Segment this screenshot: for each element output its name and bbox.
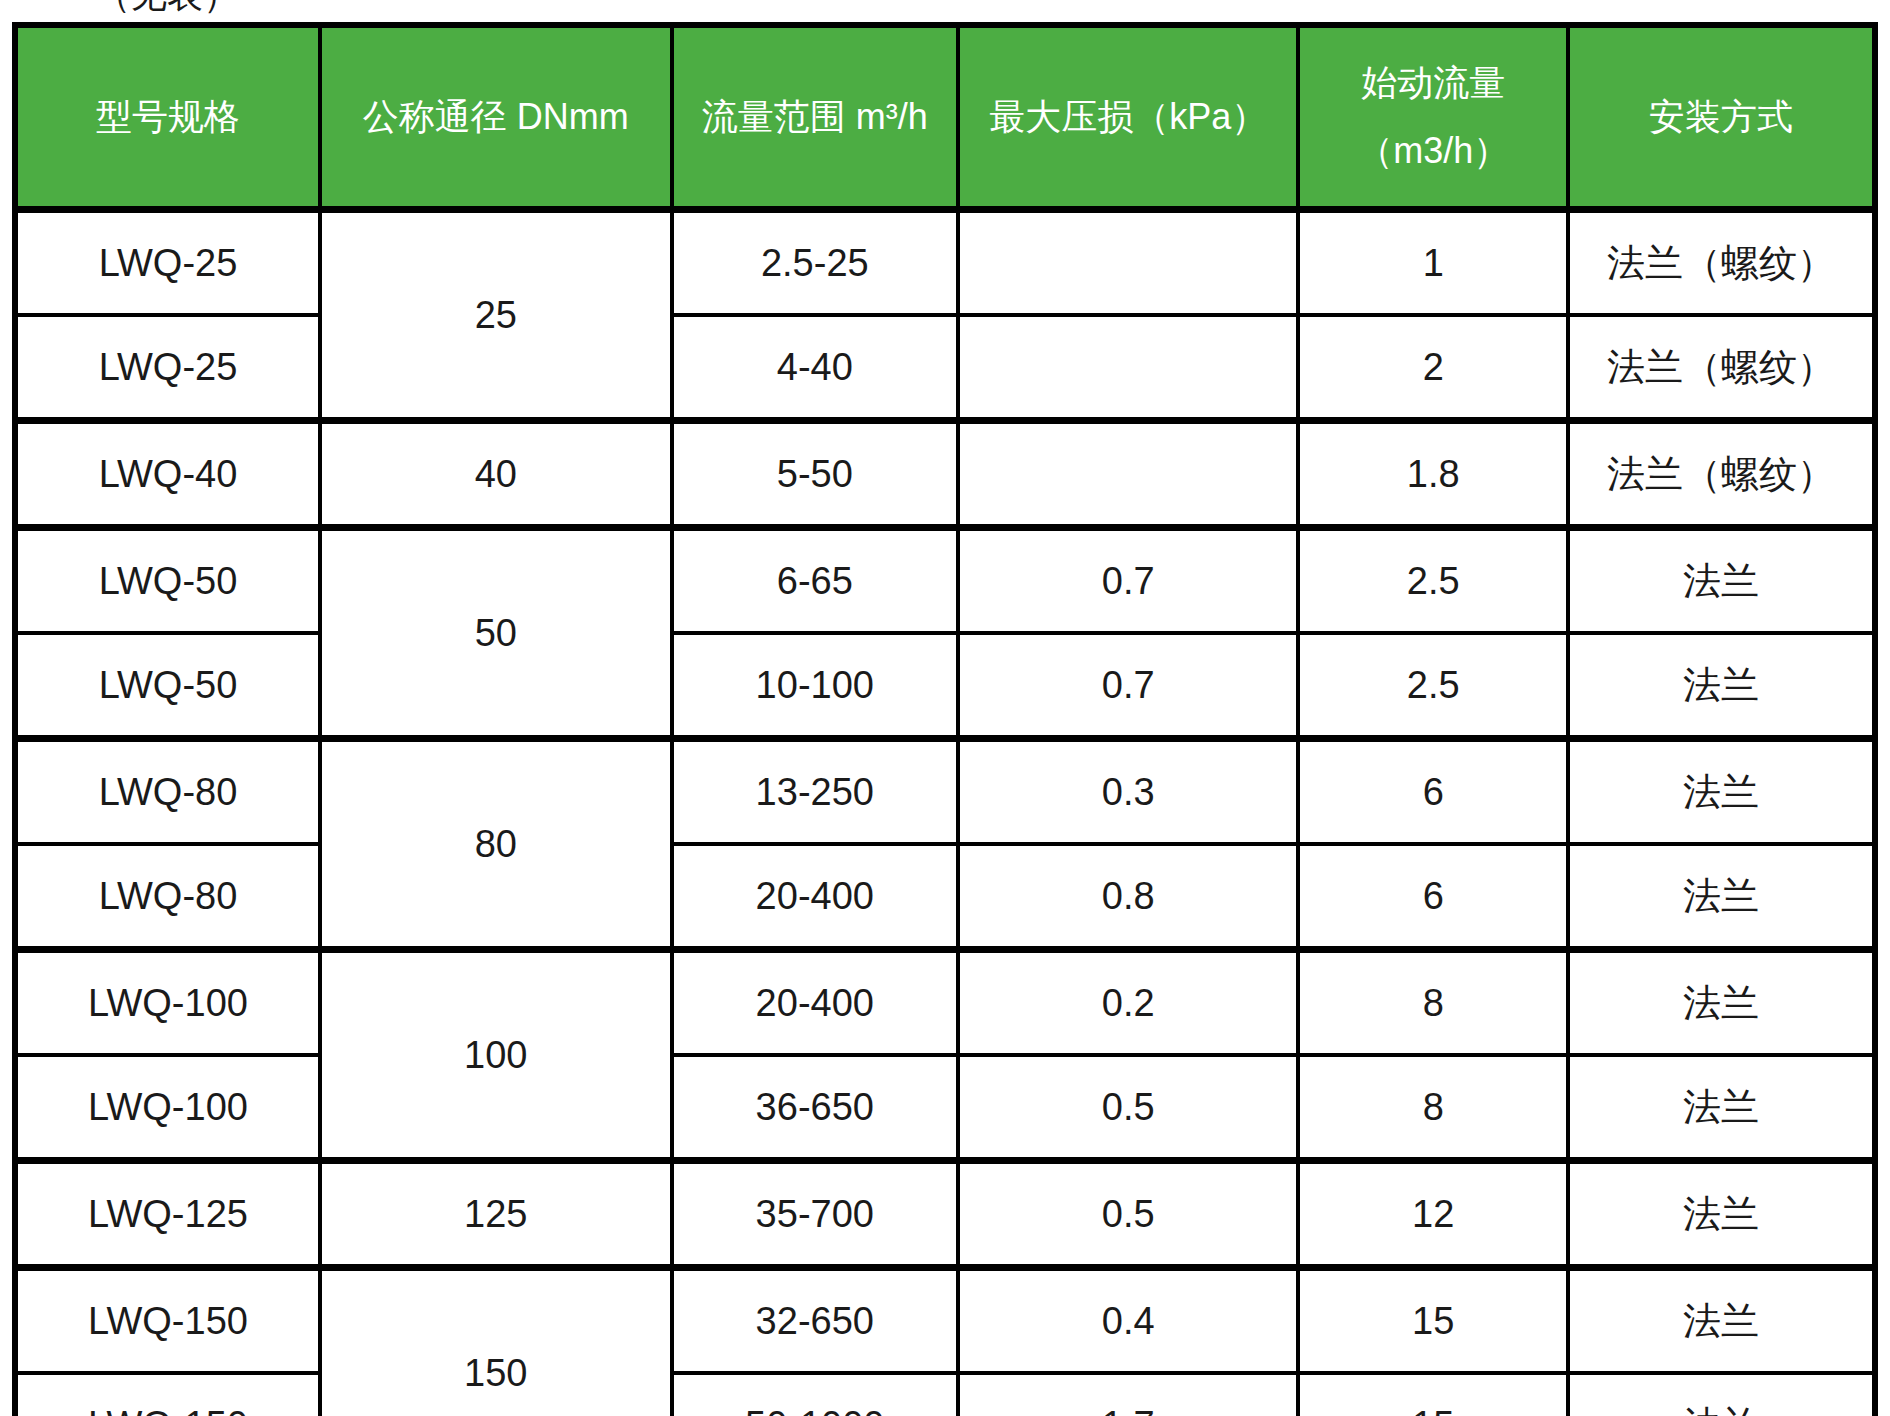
cell-install: 法兰 (1568, 1161, 1875, 1268)
cell-max-pressure-loss: 0.8 (958, 844, 1298, 950)
cell-dn: 40 (320, 421, 672, 528)
cell-dn: 25 (320, 210, 672, 421)
cell-dn: 150 (320, 1268, 672, 1416)
cell-max-pressure-loss (958, 315, 1298, 421)
cell-start-flow: 2.5 (1298, 528, 1568, 634)
cell-model: LWQ-25 (15, 315, 320, 421)
page: （见表） 型号规格 公称通径 DNmm 流量范围 m³/h 最大压损（kPa） … (0, 0, 1890, 1416)
table-row: LWQ-150 50-1000 1.7 15 法兰 (15, 1373, 1875, 1416)
table-row: LWQ-25 4-40 2 法兰（螺纹） (15, 315, 1875, 421)
cell-install: 法兰 (1568, 1055, 1875, 1161)
cell-start-flow: 1.8 (1298, 421, 1568, 528)
cell-start-flow: 6 (1298, 844, 1568, 950)
table-row: LWQ-80 20-400 0.8 6 法兰 (15, 844, 1875, 950)
cell-max-pressure-loss: 0.2 (958, 950, 1298, 1056)
cell-install: 法兰（螺纹） (1568, 210, 1875, 316)
table-row: LWQ-100 36-650 0.5 8 法兰 (15, 1055, 1875, 1161)
cell-flow-range: 6-65 (672, 528, 958, 634)
cell-start-flow: 2.5 (1298, 633, 1568, 739)
cell-max-pressure-loss (958, 421, 1298, 528)
table-row: LWQ-80 80 13-250 0.3 6 法兰 (15, 739, 1875, 845)
cell-start-flow: 15 (1298, 1373, 1568, 1416)
cell-start-flow: 1 (1298, 210, 1568, 316)
cell-dn: 125 (320, 1161, 672, 1268)
cell-flow-range: 13-250 (672, 739, 958, 845)
table-row: LWQ-100 100 20-400 0.2 8 法兰 (15, 950, 1875, 1056)
cell-dn: 100 (320, 950, 672, 1161)
cell-flow-range: 32-650 (672, 1268, 958, 1374)
header-start-flow-line1: 始动流量 (1300, 65, 1566, 101)
cell-start-flow: 8 (1298, 950, 1568, 1056)
header-start-flow-line2: （m3/h） (1300, 133, 1566, 169)
table-row: LWQ-125 125 35-700 0.5 12 法兰 (15, 1161, 1875, 1268)
cell-start-flow: 8 (1298, 1055, 1568, 1161)
cell-model: LWQ-150 (15, 1373, 320, 1416)
cell-install: 法兰 (1568, 844, 1875, 950)
table-caption-note: （见表） (95, 0, 239, 13)
table-row: LWQ-50 10-100 0.7 2.5 法兰 (15, 633, 1875, 739)
header-model: 型号规格 (15, 25, 320, 210)
cell-flow-range: 20-400 (672, 950, 958, 1056)
header-max-pressure-loss: 最大压损（kPa） (958, 25, 1298, 210)
cell-flow-range: 2.5-25 (672, 210, 958, 316)
cell-flow-range: 10-100 (672, 633, 958, 739)
cell-dn: 80 (320, 739, 672, 950)
cell-max-pressure-loss: 0.5 (958, 1161, 1298, 1268)
cell-install: 法兰 (1568, 633, 1875, 739)
cell-install: 法兰（螺纹） (1568, 315, 1875, 421)
cell-flow-range: 50-1000 (672, 1373, 958, 1416)
spec-table: 型号规格 公称通径 DNmm 流量范围 m³/h 最大压损（kPa） 始动流量 … (12, 22, 1878, 1416)
header-install: 安装方式 (1568, 25, 1875, 210)
header-row: 型号规格 公称通径 DNmm 流量范围 m³/h 最大压损（kPa） 始动流量 … (15, 25, 1875, 210)
header-flow-range: 流量范围 m³/h (672, 25, 958, 210)
header-dn: 公称通径 DNmm (320, 25, 672, 210)
cell-start-flow: 2 (1298, 315, 1568, 421)
cell-install: 法兰 (1568, 1373, 1875, 1416)
cell-max-pressure-loss: 0.7 (958, 633, 1298, 739)
header-start-flow: 始动流量 （m3/h） (1298, 25, 1568, 210)
cell-model: LWQ-150 (15, 1268, 320, 1374)
table-row: LWQ-150 150 32-650 0.4 15 法兰 (15, 1268, 1875, 1374)
cell-max-pressure-loss: 0.3 (958, 739, 1298, 845)
cell-model: LWQ-80 (15, 844, 320, 950)
cell-flow-range: 4-40 (672, 315, 958, 421)
cell-install: 法兰（螺纹） (1568, 421, 1875, 528)
cell-flow-range: 36-650 (672, 1055, 958, 1161)
cell-dn: 50 (320, 528, 672, 739)
cell-flow-range: 5-50 (672, 421, 958, 528)
table-row: LWQ-40 40 5-50 1.8 法兰（螺纹） (15, 421, 1875, 528)
cell-flow-range: 35-700 (672, 1161, 958, 1268)
cell-start-flow: 6 (1298, 739, 1568, 845)
cell-flow-range: 20-400 (672, 844, 958, 950)
cell-install: 法兰 (1568, 950, 1875, 1056)
cell-max-pressure-loss: 0.7 (958, 528, 1298, 634)
cell-install: 法兰 (1568, 1268, 1875, 1374)
cell-start-flow: 15 (1298, 1268, 1568, 1374)
cell-model: LWQ-100 (15, 950, 320, 1056)
cell-install: 法兰 (1568, 528, 1875, 634)
table-row: LWQ-25 25 2.5-25 1 法兰（螺纹） (15, 210, 1875, 316)
cell-max-pressure-loss: 0.5 (958, 1055, 1298, 1161)
cell-model: LWQ-50 (15, 528, 320, 634)
cell-model: LWQ-40 (15, 421, 320, 528)
cell-model: LWQ-50 (15, 633, 320, 739)
cell-model: LWQ-25 (15, 210, 320, 316)
cell-model: LWQ-125 (15, 1161, 320, 1268)
table-row: LWQ-50 50 6-65 0.7 2.5 法兰 (15, 528, 1875, 634)
cell-model: LWQ-100 (15, 1055, 320, 1161)
cell-model: LWQ-80 (15, 739, 320, 845)
cell-install: 法兰 (1568, 739, 1875, 845)
cell-max-pressure-loss: 0.4 (958, 1268, 1298, 1374)
cell-start-flow: 12 (1298, 1161, 1568, 1268)
cell-max-pressure-loss (958, 210, 1298, 316)
cell-max-pressure-loss: 1.7 (958, 1373, 1298, 1416)
